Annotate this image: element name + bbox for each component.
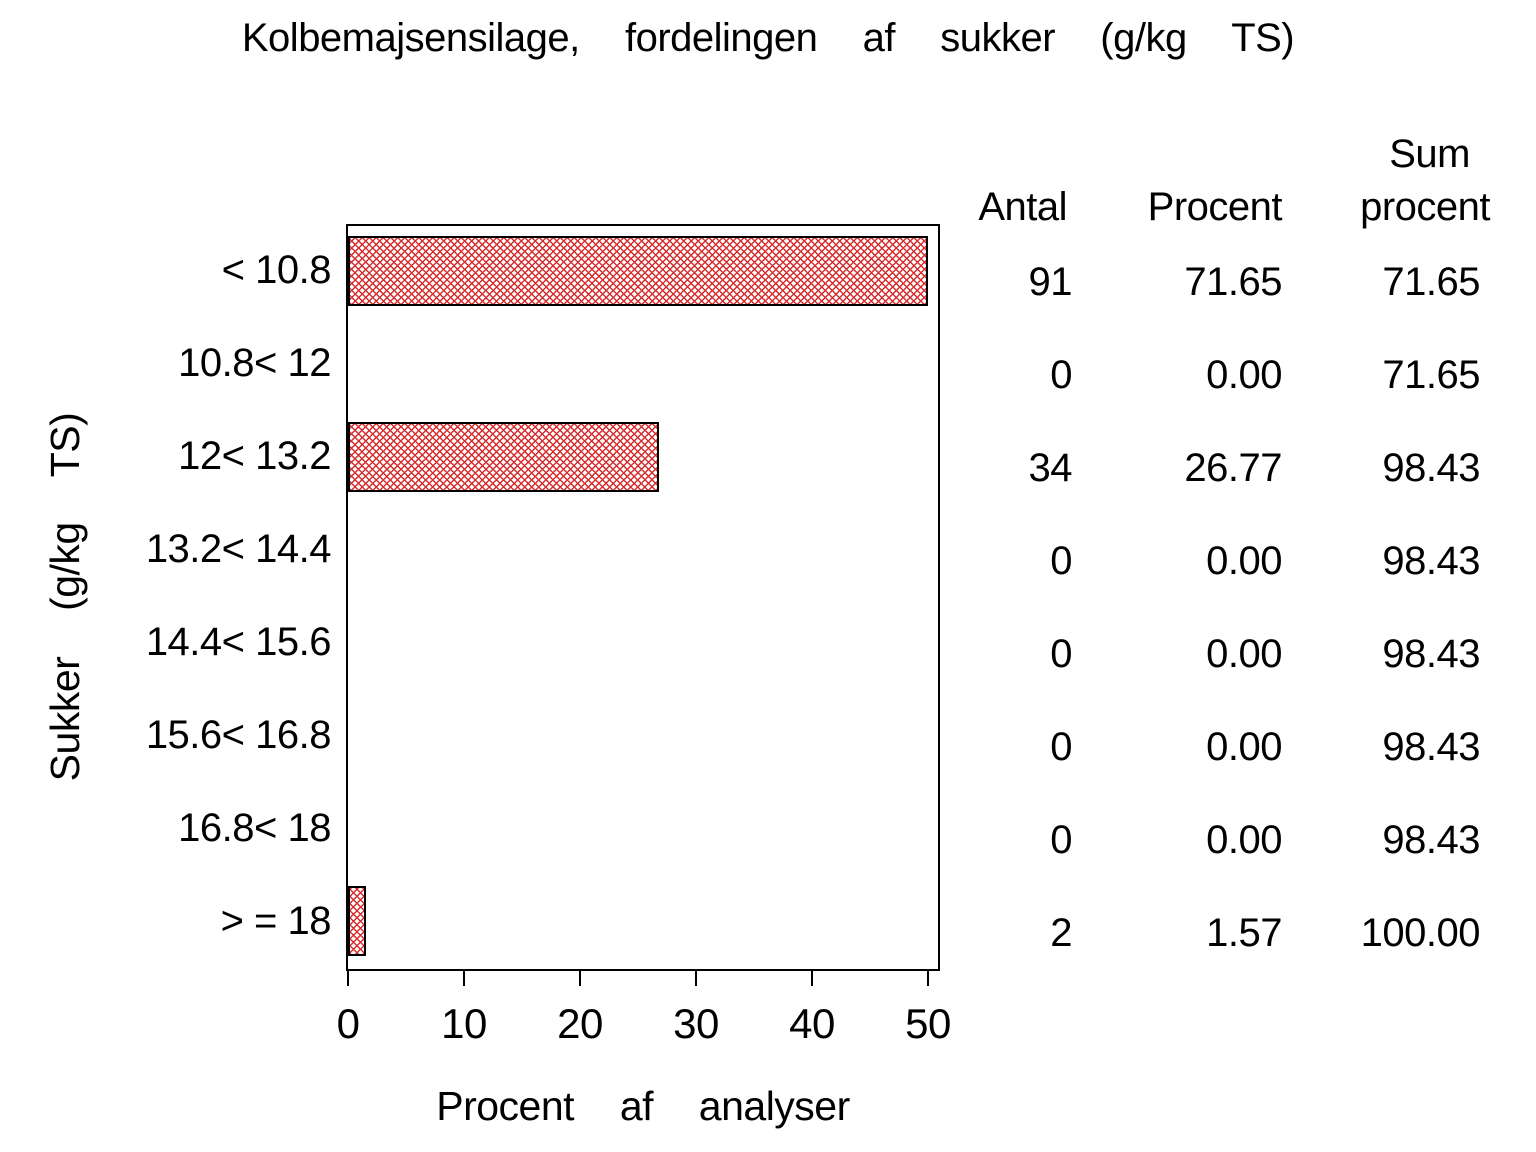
x-tick-mark	[927, 970, 929, 986]
antal-value: 0	[1050, 539, 1072, 583]
category-label: > = 18	[220, 899, 332, 943]
x-tick-mark	[695, 970, 697, 986]
procent-value: 0.00	[1206, 539, 1282, 583]
sum-procent-value: 98.43	[1382, 818, 1480, 862]
antal-value: 34	[1028, 446, 1073, 490]
procent-value: 0.00	[1206, 353, 1282, 397]
antal-value: 0	[1050, 632, 1072, 676]
category-label: 15.6< 16.8	[145, 713, 332, 757]
category-label: 12< 13.2	[178, 434, 331, 478]
antal-value: 0	[1050, 353, 1072, 397]
x-tick-mark	[811, 970, 813, 986]
procent-value: 1.57	[1206, 911, 1282, 955]
chart-title: Kolbemajsensilage, fordelingen af sukker…	[241, 16, 1295, 60]
procent-value: 0.00	[1206, 818, 1282, 862]
antal-value: 2	[1050, 911, 1072, 955]
plot-area	[346, 224, 940, 971]
sum-procent-value: 100.00	[1360, 911, 1481, 955]
sum-procent-value: 98.43	[1382, 539, 1480, 583]
procent-value: 0.00	[1206, 725, 1282, 769]
column-header-sum-2: procent	[1360, 185, 1490, 229]
category-label: < 10.8	[221, 248, 332, 292]
x-tick-label: 20	[557, 1000, 603, 1047]
x-tick-mark	[347, 970, 349, 986]
sum-procent-value: 98.43	[1382, 725, 1480, 769]
procent-value: 26.77	[1184, 446, 1282, 490]
sum-procent-value: 98.43	[1382, 446, 1480, 490]
category-label: 13.2< 14.4	[145, 527, 332, 571]
bar-12-13.2	[348, 422, 659, 492]
sum-procent-value: 98.43	[1382, 632, 1480, 676]
procent-value: 71.65	[1184, 260, 1282, 304]
column-header-antal: Antal	[978, 185, 1067, 229]
x-axis-label: Procent af analyser	[436, 1083, 850, 1129]
x-tick-label: 10	[441, 1000, 487, 1047]
x-tick-label: 0	[336, 1000, 360, 1047]
antal-value: 0	[1050, 725, 1072, 769]
bar-gte-18	[348, 886, 366, 956]
sum-procent-value: 71.65	[1382, 353, 1480, 397]
x-tick-label: 50	[905, 1000, 951, 1047]
x-tick-mark	[579, 970, 581, 986]
column-header-sum-1: Sum	[1389, 132, 1470, 176]
category-label: 10.8< 12	[178, 341, 331, 385]
sum-procent-value: 71.65	[1382, 260, 1480, 304]
antal-value: 91	[1028, 260, 1073, 304]
bar-lt-10.8	[348, 236, 928, 306]
x-tick-label: 30	[673, 1000, 719, 1047]
x-tick-label: 40	[789, 1000, 835, 1047]
x-tick-mark	[463, 970, 465, 986]
procent-value: 0.00	[1206, 632, 1282, 676]
category-label: 14.4< 15.6	[145, 620, 332, 664]
antal-value: 0	[1050, 818, 1072, 862]
category-label: 16.8< 18	[178, 806, 331, 850]
column-header-procent: Procent	[1147, 185, 1283, 229]
